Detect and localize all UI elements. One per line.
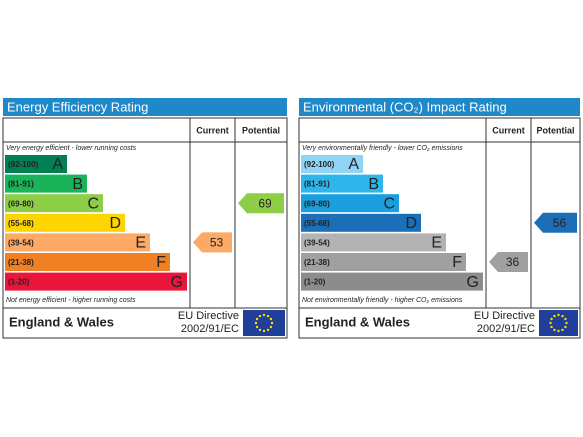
- bottom-note: Not environmentally friendly - higher CO…: [302, 297, 463, 304]
- band-range: (69-80): [304, 199, 330, 208]
- eu-star: [564, 325, 567, 329]
- eu-star: [565, 321, 568, 325]
- band-letter: G: [171, 274, 183, 291]
- eu-star: [266, 314, 270, 318]
- band-range: (92-100): [304, 160, 335, 169]
- eu-star: [550, 325, 553, 329]
- current-header: Current: [196, 125, 229, 135]
- bottom-note: Not energy efficient - higher running co…: [6, 297, 136, 304]
- band-range: (1-20): [8, 278, 30, 287]
- panel-title: Environmental (CO₂) Impact Rating: [303, 99, 507, 114]
- current-arrow: [193, 232, 232, 253]
- eu-star: [557, 313, 560, 317]
- top-note: Very environmentally friendly - lower CO…: [302, 145, 463, 152]
- eu-star: [561, 314, 564, 318]
- eu-star: [553, 328, 556, 332]
- band-letter: C: [383, 195, 395, 212]
- directive-line: 2002/91/EC: [477, 323, 535, 335]
- panel-title: Energy Efficiency Rating: [7, 99, 148, 114]
- band-bar: [301, 194, 399, 213]
- eu-star: [255, 325, 259, 329]
- band-range: (21-38): [304, 258, 330, 267]
- band-letter: F: [452, 254, 462, 271]
- band-range: (81-91): [8, 180, 34, 189]
- band-bar: [5, 253, 170, 271]
- rating-panel: Energy Efficiency Rating Current Potential…: [2, 98, 288, 339]
- directive-line: 2002/91/EC: [181, 323, 239, 335]
- eu-star: [255, 317, 259, 321]
- band-range: (39-54): [8, 239, 34, 248]
- directive-line: EU Directive: [178, 310, 239, 322]
- band-letter: B: [72, 176, 83, 193]
- band-bar: [301, 253, 466, 271]
- band-range: (39-54): [304, 239, 330, 248]
- eu-star: [262, 329, 266, 333]
- current-value: 36: [506, 255, 520, 269]
- band-letter: C: [87, 195, 99, 212]
- band-letter: A: [348, 156, 359, 173]
- current-arrow: [489, 252, 528, 272]
- potential-value: 56: [553, 216, 567, 230]
- eu-star: [254, 321, 258, 325]
- band-letter: D: [405, 215, 417, 232]
- band-bar: [5, 272, 187, 291]
- band-bar: [5, 233, 150, 252]
- eu-star: [258, 314, 262, 318]
- current-value: 53: [210, 236, 224, 250]
- band-letter: E: [135, 235, 146, 252]
- band-letter: A: [52, 156, 63, 173]
- potential-arrow: [534, 212, 577, 233]
- potential-value: 69: [258, 196, 272, 210]
- current-header: Current: [492, 125, 525, 135]
- band-range: (55-68): [8, 219, 34, 228]
- band-range: (81-91): [304, 180, 330, 189]
- band-bar: [301, 174, 383, 193]
- band-bar: [301, 233, 446, 252]
- potential-header: Potential: [536, 125, 574, 135]
- band-range: (69-80): [8, 199, 34, 208]
- band-range: (55-68): [304, 219, 330, 228]
- rating-panel: Environmental (CO₂) Impact Rating Current…: [298, 98, 581, 339]
- band-bar: [5, 174, 87, 193]
- band-letter: E: [431, 235, 442, 252]
- band-range: (1-20): [304, 278, 326, 287]
- eu-star: [262, 313, 266, 317]
- eu-star: [557, 329, 560, 333]
- band-letter: B: [368, 176, 379, 193]
- eu-star: [564, 317, 567, 321]
- eu-star: [266, 328, 270, 332]
- panel-frame: [2, 117, 288, 339]
- band-bar: [5, 213, 125, 232]
- eu-star: [553, 314, 556, 318]
- title-bar: [3, 98, 287, 116]
- panel-frame: [298, 117, 581, 339]
- eu-star: [550, 317, 553, 321]
- band-bar: [301, 155, 363, 173]
- eu-star: [561, 328, 564, 332]
- directive-line: EU Directive: [474, 310, 535, 322]
- eu-star: [269, 317, 273, 321]
- eu-star: [269, 325, 273, 329]
- region: England & Wales: [305, 314, 410, 329]
- band-range: (21-38): [8, 258, 34, 267]
- title-bar: [299, 98, 580, 116]
- eu-star: [270, 321, 274, 325]
- top-note: Very energy efficient - lower running co…: [6, 145, 137, 152]
- band-range: (92-100): [8, 160, 39, 169]
- region: England & Wales: [9, 314, 114, 329]
- band-bar: [301, 213, 421, 232]
- band-letter: F: [156, 254, 166, 271]
- potential-header: Potential: [242, 125, 280, 135]
- potential-arrow: [238, 193, 284, 214]
- band-letter: D: [109, 215, 121, 232]
- eu-star: [549, 321, 552, 325]
- band-bar: [5, 155, 67, 173]
- band-bar: [301, 272, 483, 291]
- band-bar: [5, 194, 103, 213]
- eu-star: [258, 328, 262, 332]
- band-letter: G: [467, 274, 479, 291]
